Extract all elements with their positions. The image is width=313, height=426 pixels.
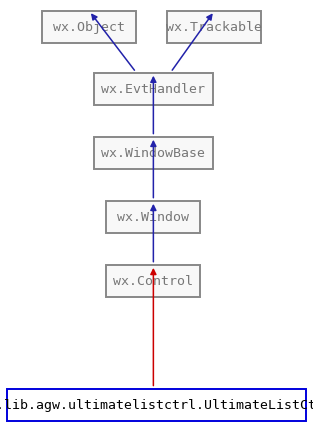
Text: wx.Object: wx.Object <box>53 21 125 34</box>
Text: wx.Control: wx.Control <box>113 275 193 288</box>
Bar <box>7 389 306 421</box>
Text: wx.Window: wx.Window <box>117 211 189 224</box>
Bar <box>94 73 213 105</box>
Text: wx.WindowBase: wx.WindowBase <box>101 147 205 160</box>
Text: wx.Trackable: wx.Trackable <box>167 21 262 34</box>
Bar <box>94 137 213 169</box>
Bar <box>106 265 200 297</box>
Text: wx.EvtHandler: wx.EvtHandler <box>101 83 205 96</box>
Bar <box>167 12 261 43</box>
Bar <box>106 201 200 233</box>
Bar <box>42 12 136 43</box>
Text: wx.lib.agw.ultimatelistctrl.UltimateListCtrl: wx.lib.agw.ultimatelistctrl.UltimateList… <box>0 398 313 411</box>
